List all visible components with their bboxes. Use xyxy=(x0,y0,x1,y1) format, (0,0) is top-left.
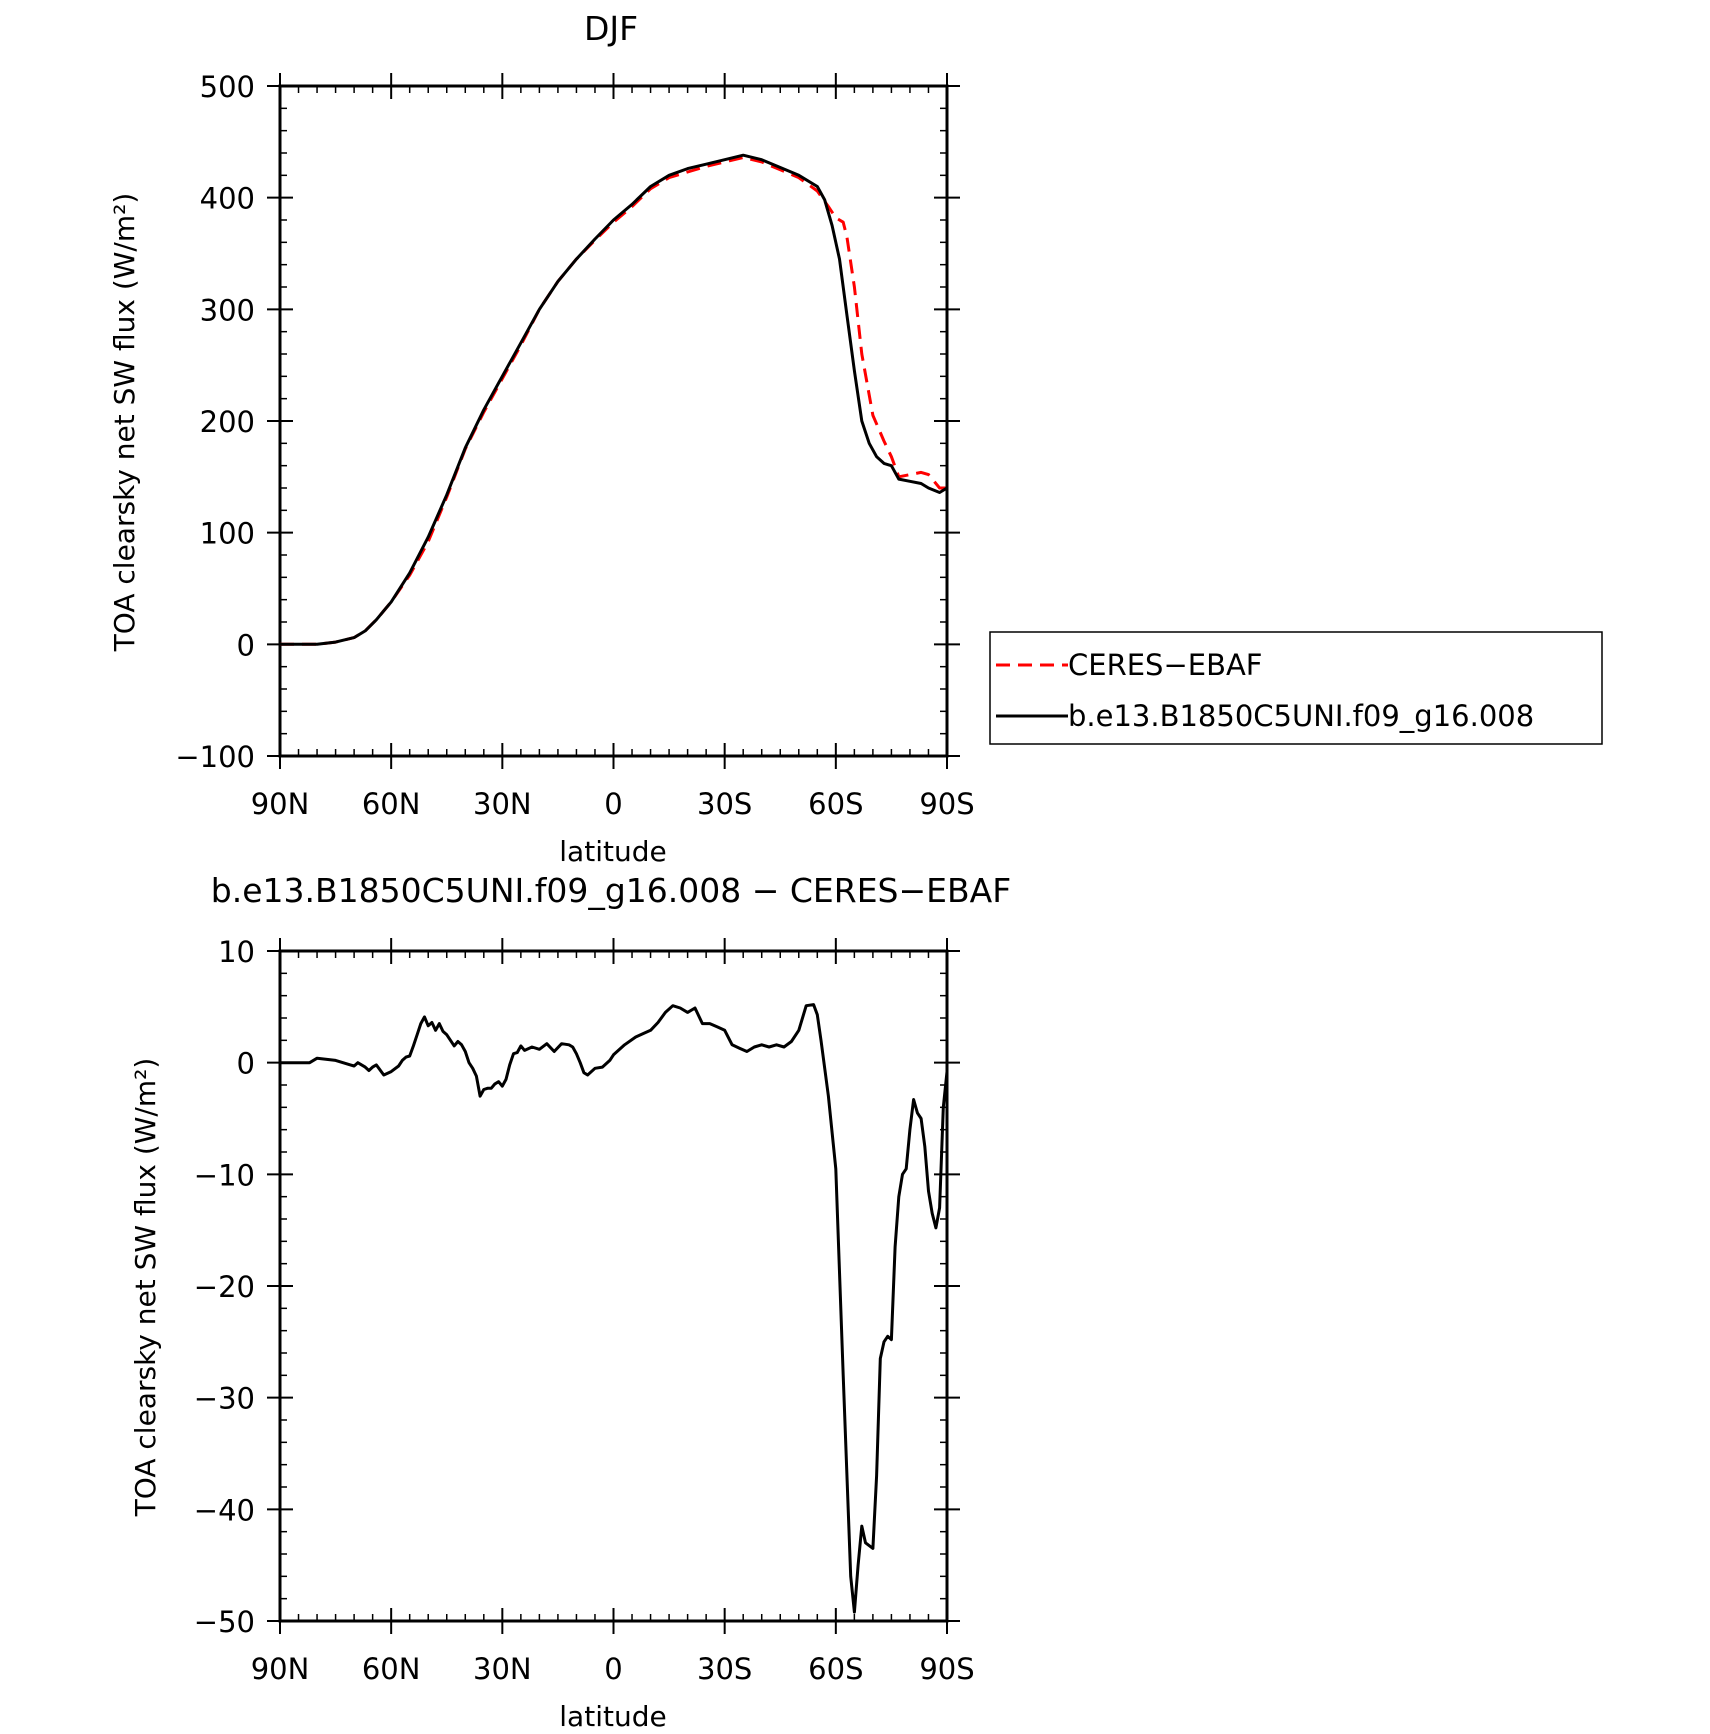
y-tick-label: −20 xyxy=(194,1270,255,1304)
top-x-axis-title: latitude xyxy=(559,835,666,868)
top-y-axis-title: TOA clearsky net SW flux (W/m²) xyxy=(108,193,141,653)
x-tick-label: 60S xyxy=(808,787,863,821)
series-line-b-e13-b1850c5uni-f09-g16-008 xyxy=(280,153,948,646)
x-tick-label: 30N xyxy=(473,1652,532,1686)
bottom-x-axis-title: latitude xyxy=(559,1700,666,1733)
bottom-gridline-layer xyxy=(267,938,960,1634)
bottom-y-axis-title: TOA clearsky net SW flux (W/m²) xyxy=(129,1058,162,1518)
y-tick-label: −100 xyxy=(175,740,255,774)
series-line-ceres-ebaf xyxy=(280,156,947,646)
top-panel: DJF 90N 60N 30N 0 30S 60S 90S −100 0 100 200 300 40… xyxy=(108,9,1603,868)
x-tick-label: 30S xyxy=(697,1652,752,1686)
y-tick-label: 10 xyxy=(218,935,255,969)
bottom-panel: b.e13.B1850C5UNI.f09_g16.008 − CERES−EBA… xyxy=(129,871,1011,1733)
x-tick-label: 90S xyxy=(919,1652,974,1686)
y-tick-label: −50 xyxy=(194,1605,255,1639)
bottom-chart-title: b.e13.B1850C5UNI.f09_g16.008 − CERES−EBA… xyxy=(211,871,1011,910)
y-tick-label: 100 xyxy=(200,517,255,551)
top-plot-frame xyxy=(278,84,949,758)
x-tick-label: 90N xyxy=(251,1652,310,1686)
y-tick-label: 300 xyxy=(200,293,255,327)
x-tick-label: 30S xyxy=(697,787,752,821)
y-tick-label: −40 xyxy=(194,1493,255,1527)
x-tick-label: 60N xyxy=(362,1652,421,1686)
x-tick-label: 0 xyxy=(604,787,622,821)
top-chart-title: DJF xyxy=(584,9,638,48)
legend: CERES−EBAF b.e13.B1850C5UNI.f09_g16.008 xyxy=(989,631,1603,745)
y-tick-label: 0 xyxy=(237,1047,255,1081)
legend-label-ceres: CERES−EBAF xyxy=(1068,648,1263,682)
x-tick-label: 30N xyxy=(473,787,532,821)
x-tick-label: 90S xyxy=(919,787,974,821)
bottom-x-tick-labels: 90N 60N 30N 0 30S 60S 90S xyxy=(251,1652,975,1686)
x-tick-label: 0 xyxy=(604,1652,622,1686)
y-tick-label: −30 xyxy=(194,1382,255,1416)
top-x-tick-labels: 90N 60N 30N 0 30S 60S 90S xyxy=(251,787,975,821)
y-tick-label: 500 xyxy=(200,70,255,104)
x-tick-label: 90N xyxy=(251,787,310,821)
y-tick-label: 200 xyxy=(200,405,255,439)
x-tick-label: 60S xyxy=(808,1652,863,1686)
legend-box xyxy=(989,631,1603,745)
series-line-1-0 xyxy=(280,1003,949,1614)
top-series-layer xyxy=(280,153,948,646)
legend-label-model: b.e13.B1850C5UNI.f09_g16.008 xyxy=(1068,699,1534,733)
top-y-tick-labels: −100 0 100 200 300 400 500 xyxy=(175,70,255,774)
y-tick-label: 0 xyxy=(237,628,255,662)
bottom-plot-frame xyxy=(278,949,949,1623)
bottom-series-layer xyxy=(280,1003,949,1614)
top-gridline-layer xyxy=(267,73,960,769)
y-tick-label: 400 xyxy=(200,182,255,216)
x-tick-label: 60N xyxy=(362,787,421,821)
y-tick-label: −10 xyxy=(194,1158,255,1192)
bottom-y-tick-labels: −50 −40 −30 −20 −10 0 10 xyxy=(194,935,255,1639)
